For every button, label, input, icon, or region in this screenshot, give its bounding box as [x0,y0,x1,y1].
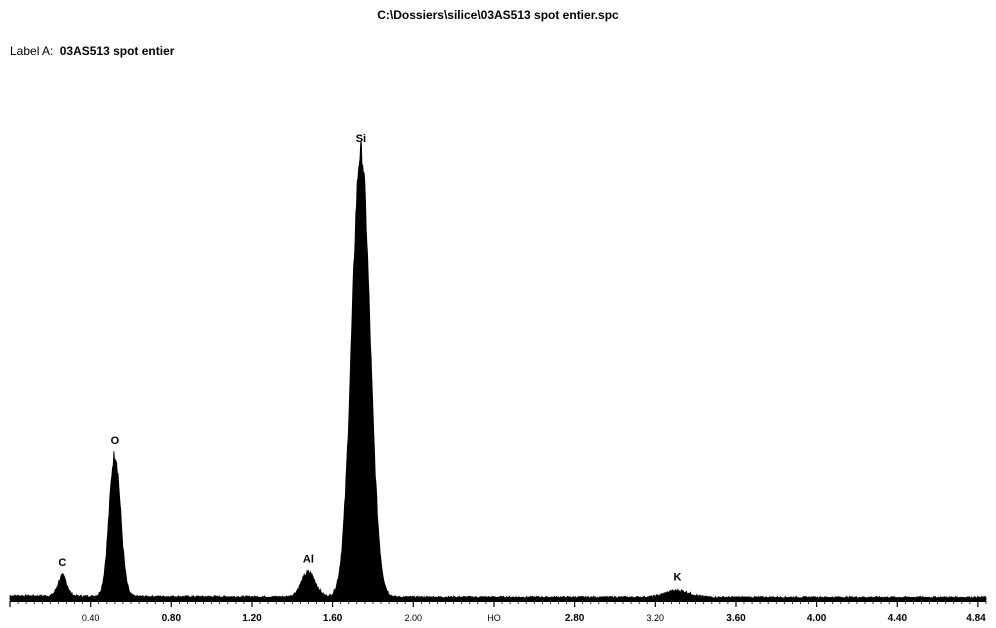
x-tick-label: 4.84 [966,613,986,624]
spectrum-file-title: C:\Dossiers\silice\03AS513 spot entier.s… [377,8,619,22]
peak-label: Si [356,133,366,145]
peak-label: K [674,572,682,584]
label-key: Label A: [10,44,54,58]
peak-label: Al [303,553,314,565]
x-tick-label: 3.60 [726,613,746,624]
x-tick-label: 4.00 [807,613,827,624]
x-tick-label: 0.80 [162,613,182,624]
spectrum-label: Label A: 03AS513 spot entier [10,44,174,58]
x-tick-label: 1.60 [323,613,343,624]
x-tick-label: 2.00 [405,613,423,623]
peak-label: O [111,435,120,447]
x-tick-label: 2.80 [565,613,585,624]
label-value: 03AS513 spot entier [59,44,175,58]
spectrum-trace [9,142,987,601]
x-tick-label: 3.20 [647,613,665,623]
x-tick-label: 1.20 [242,613,262,624]
x-tick-label: 4.40 [888,613,908,624]
x-tick-label: 0.40 [82,613,100,623]
x-tick-label: HO [487,613,501,623]
peak-label: C [58,557,66,569]
